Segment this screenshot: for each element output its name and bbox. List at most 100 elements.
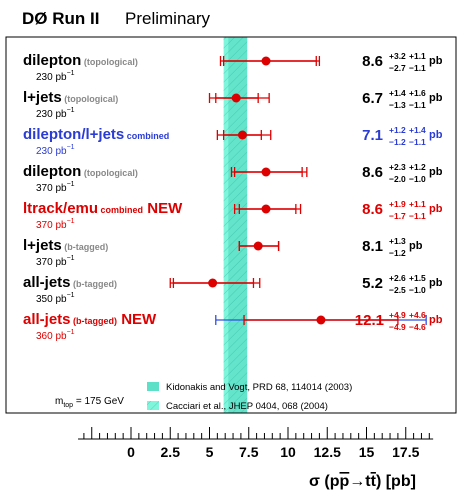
value-label: 8.6: [362, 201, 383, 218]
syst-error-down: −1.0: [409, 174, 426, 184]
x-tick-label: 12.5: [314, 444, 341, 460]
stat-error-up: +1.2: [389, 125, 406, 135]
channel-tag: combined: [124, 131, 169, 141]
luminosity-value: 350: [36, 294, 55, 305]
plot-frame: [5, 36, 457, 414]
unit-label: pb: [429, 129, 443, 141]
xlabel-part: ) [pb]: [376, 473, 416, 490]
stat-error-down: −1.3: [389, 100, 406, 110]
luminosity-label: 230 pb−1: [36, 70, 75, 83]
luminosity-value: 370: [36, 257, 55, 268]
data-point: [231, 93, 241, 103]
legend-swatch-kidonakis: [147, 382, 159, 391]
luminosity-unit: pb: [55, 109, 67, 120]
luminosity-label: 370 pb−1: [36, 218, 75, 231]
stat-error-down: −1.7: [389, 211, 406, 221]
luminosity-unit: pb: [55, 183, 67, 194]
value-label: 8.6: [362, 164, 383, 181]
measurement-row: l+jets (topological)230 pb−16.7 +1.4−1.3+…: [23, 88, 443, 120]
luminosity-exponent: −1: [67, 70, 75, 77]
measurement-row: dilepton (topological)370 pb−18.6 +2.3−2.…: [23, 162, 443, 194]
syst-error-up: +1.2: [409, 162, 426, 172]
unit-label: pb: [429, 55, 443, 67]
value-label: 5.2: [362, 275, 383, 292]
x-axis: 0 2.5 5 7.5 10 12.5 15 17.5 σ (pp→tt) [pb]: [78, 427, 434, 490]
channel-tag: (topological): [81, 57, 138, 67]
luminosity-exponent: −1: [67, 329, 75, 336]
status-title: Preliminary: [125, 9, 211, 28]
stat-error-down: −2.0: [389, 174, 406, 184]
luminosity-unit: pb: [55, 220, 67, 231]
syst-error-up: +4.6: [409, 310, 426, 320]
luminosity-value: 230: [36, 146, 55, 157]
xlabel-pbar: p: [340, 473, 350, 490]
luminosity-unit: pb: [55, 257, 67, 268]
unit-label: pb: [429, 203, 443, 215]
unit-label: pb: [429, 277, 443, 289]
stat-error-up: +2.6: [389, 273, 406, 283]
stat-error-down: −2.7: [389, 63, 406, 73]
channel-name: l+jets: [23, 237, 62, 254]
data-point: [261, 167, 271, 177]
luminosity-exponent: −1: [67, 292, 75, 299]
luminosity-label: 230 pb−1: [36, 107, 75, 120]
syst-error-down: −1.1: [409, 100, 426, 110]
channel-name: l+jets: [23, 89, 62, 106]
luminosity-exponent: −1: [67, 144, 75, 151]
channel-name: ltrack/emu: [23, 200, 98, 217]
luminosity-label: 350 pb−1: [36, 292, 75, 305]
channel-tag: combined: [98, 205, 143, 215]
stat-error-up: +4.9: [389, 310, 406, 320]
legend-label-kidonakis: Kidonakis and Vogt, PRD 68, 114014 (2003…: [166, 382, 352, 393]
unit-label: pb: [429, 92, 443, 104]
legend-label-cacciari: Cacciari et al., JHEP 0404, 068 (2004): [166, 401, 328, 412]
measurement-row: l+jets (b-tagged)370 pb−18.1 +1.3−1.2pb: [23, 236, 423, 268]
new-label: NEW: [117, 311, 157, 328]
luminosity-unit: pb: [55, 146, 67, 157]
luminosity-label: 370 pb−1: [36, 181, 75, 194]
channel-label: l+jets (b-tagged): [23, 237, 108, 254]
syst-error-down: −1.1: [409, 63, 426, 73]
channel-tag: (topological): [62, 94, 119, 104]
channel-label: all-jets (b-tagged) NEW: [23, 311, 157, 328]
channel-tag: (b-tagged): [71, 316, 118, 326]
legend-swatch-hatch: [147, 401, 159, 410]
syst-error-up: +1.1: [409, 199, 426, 209]
unit-label: pb: [429, 314, 443, 326]
luminosity-label: 370 pb−1: [36, 255, 75, 268]
legend: Kidonakis and Vogt, PRD 68, 114014 (2003…: [55, 382, 352, 412]
stat-error-up: +1.4: [389, 88, 406, 98]
luminosity-unit: pb: [55, 331, 67, 342]
luminosity-value: 230: [36, 72, 55, 83]
luminosity-exponent: −1: [67, 218, 75, 225]
luminosity-value: 370: [36, 220, 55, 231]
xlabel-tbar: t: [371, 473, 377, 490]
channel-name: all-jets: [23, 311, 71, 328]
unit-label: pb: [429, 166, 443, 178]
syst-error-up: +1.6: [409, 88, 426, 98]
x-tick-label: 0: [127, 444, 135, 460]
syst-error-up: +1.5: [409, 273, 426, 283]
data-point: [261, 204, 271, 214]
channel-label: dilepton (topological): [23, 52, 138, 69]
luminosity-exponent: −1: [67, 181, 75, 188]
xlabel-part: σ (p: [309, 473, 340, 490]
x-tick-label: 5: [206, 444, 214, 460]
luminosity-value: 230: [36, 109, 55, 120]
stat-error-up: +1.9: [389, 199, 406, 209]
syst-error-down: −1.1: [409, 137, 426, 147]
data-point: [253, 241, 263, 251]
channel-tag: (topological): [81, 168, 138, 178]
mtop-m: m: [55, 396, 63, 407]
x-tick-label: 2.5: [161, 444, 181, 460]
luminosity-unit: pb: [55, 72, 67, 83]
channel-name: all-jets: [23, 274, 71, 291]
unit-label: pb: [409, 240, 423, 252]
value-label: 12.1: [355, 312, 384, 329]
luminosity-exponent: −1: [67, 107, 75, 114]
luminosity-value: 360: [36, 331, 55, 342]
syst-error-down: −4.6: [409, 322, 426, 332]
x-tick-label: 15: [359, 444, 375, 460]
